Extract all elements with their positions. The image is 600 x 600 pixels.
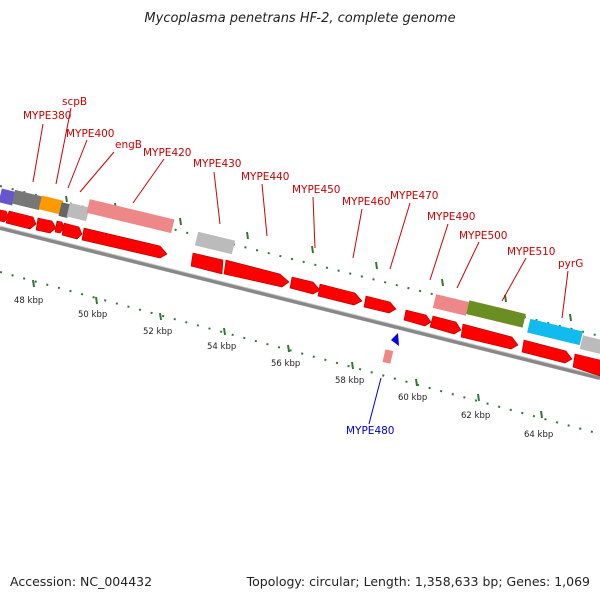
mype480-feature (382, 333, 399, 364)
kbp-labels: 48 kbp 50 kbp 52 kbp 54 kbp 56 kbp 58 kb… (14, 296, 553, 440)
lower-ticks (32, 279, 543, 419)
tick-label: 52 kbp (143, 327, 172, 337)
tick-label: 50 kbp (78, 310, 107, 320)
tick-label: 62 kbp (461, 411, 490, 421)
mype480-leader (368, 377, 382, 425)
gene-label: MYPE430 (193, 158, 241, 170)
gene-label: MYPE480 (346, 425, 394, 437)
guide-dots (0, 185, 600, 435)
gene-label: engB (115, 139, 142, 151)
tick-label: 64 kbp (524, 430, 553, 440)
map-title: Mycoplasma penetrans HF-2, complete geno… (144, 11, 455, 26)
gene-label: MYPE510 (507, 246, 555, 258)
gene-arrows (0, 209, 600, 377)
gene-label: MYPE460 (342, 196, 390, 208)
tick-label: 60 kbp (398, 393, 427, 403)
upper-features (0, 188, 600, 355)
gene-label: MYPE380 (23, 110, 71, 122)
gene-label: scpB (62, 96, 87, 108)
gene-label: MYPE420 (143, 147, 191, 159)
gene-label: MYPE470 (390, 190, 438, 202)
tick-label: 58 kbp (335, 376, 364, 386)
gene-label: pyrG (558, 258, 583, 270)
gene-label: MYPE490 (427, 211, 475, 223)
tick-label: 54 kbp (207, 342, 236, 352)
tick-label: 48 kbp (14, 296, 43, 306)
gene-label: MYPE400 (66, 128, 114, 140)
genome-summary-text: Topology: circular; Length: 1,358,633 bp… (246, 574, 590, 589)
genome-backbone (0, 225, 600, 380)
gene-label: MYPE450 (292, 184, 340, 196)
accession-text: Accession: NC_004432 (10, 574, 152, 589)
gene-label: MYPE500 (459, 230, 507, 242)
leader-lines (32, 107, 569, 319)
gene-label: MYPE440 (241, 171, 289, 183)
tick-label: 56 kbp (271, 359, 300, 369)
gene-labels: MYPE380 scpB MYPE400 engB MYPE420 MYPE43… (23, 96, 583, 437)
